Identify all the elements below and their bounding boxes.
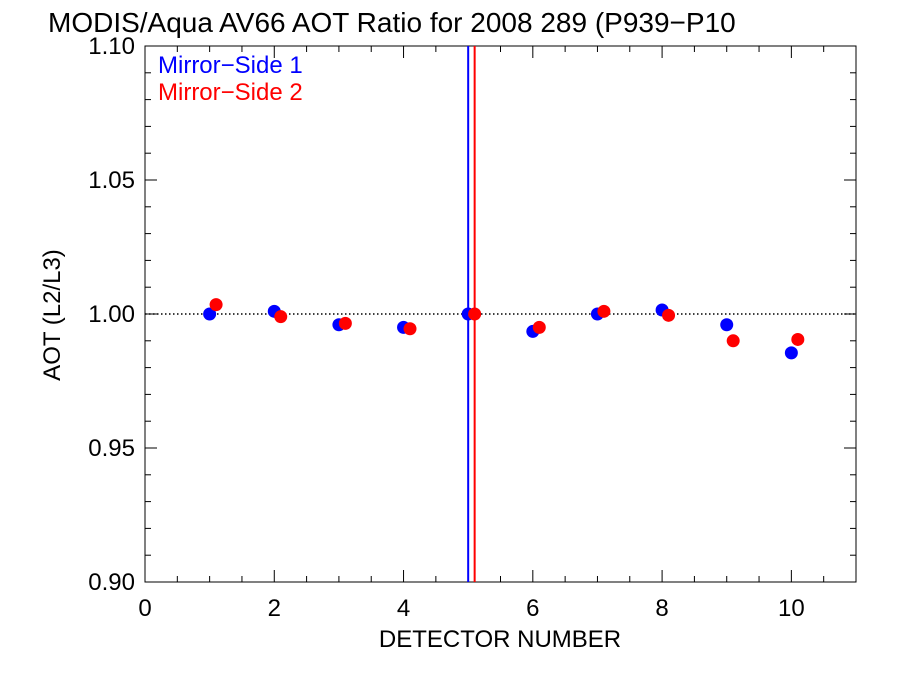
point-series-2 [597, 304, 611, 318]
point-series-2 [791, 332, 805, 346]
point-series-2 [209, 298, 223, 312]
x-tick-label: 2 [268, 595, 281, 622]
y-tick-label: 1.05 [88, 167, 135, 194]
point-series-2 [274, 310, 288, 324]
y-tick-label: 0.90 [88, 569, 135, 596]
point-series-2 [468, 307, 482, 321]
point-series-2 [662, 308, 676, 322]
x-tick-label: 4 [397, 595, 410, 622]
x-tick-label: 10 [778, 595, 805, 622]
point-series-2 [403, 322, 417, 336]
point-series-2 [726, 334, 740, 348]
y-tick-label: 0.95 [88, 435, 135, 462]
x-tick-label: 8 [655, 595, 668, 622]
y-tick-label: 1.00 [88, 301, 135, 328]
point-series-1 [203, 307, 217, 321]
y-axis-label: AOT (L2/L3) [39, 249, 66, 381]
point-series-1 [720, 318, 734, 332]
data-points [203, 298, 805, 360]
legend-entry: Mirror−Side 1 [158, 52, 303, 79]
y-tick-labels: 0.90 0.95 1.00 1.05 1.10 [88, 33, 135, 596]
y-tick-label: 1.10 [88, 33, 135, 60]
x-tick-labels: 0 2 4 6 8 10 [138, 595, 804, 622]
point-series-2 [532, 320, 546, 334]
legend-entry: Mirror−Side 2 [158, 79, 303, 106]
x-tick-label: 0 [138, 595, 151, 622]
x-axis-label: DETECTOR NUMBER [379, 626, 621, 653]
chart-title: MODIS/Aqua AV66 AOT Ratio for 2008 289 (… [48, 7, 736, 38]
point-series-1 [784, 346, 798, 360]
x-tick-label: 6 [526, 595, 539, 622]
point-series-2 [338, 316, 352, 330]
